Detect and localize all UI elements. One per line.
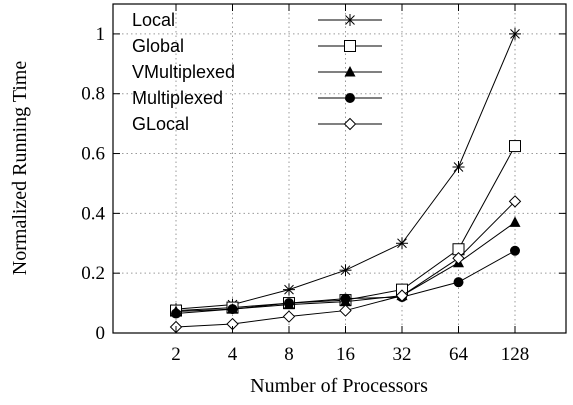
legend: Local Global VMultiplexed Multiplexed GLocal <box>132 10 382 134</box>
data-point-multiplexed <box>453 277 464 288</box>
legend-marker-vmultiplexed <box>344 66 356 77</box>
x-tick-label: 8 <box>284 344 294 365</box>
y-tick-label: 0.4 <box>81 203 105 224</box>
x-tick-label: 2 <box>171 344 181 365</box>
legend-label-local: Local <box>132 10 175 30</box>
data-point-glocal <box>508 195 522 208</box>
x-tick-label: 16 <box>336 344 355 365</box>
y-tick-label: 0 <box>96 323 106 344</box>
data-point-local <box>452 161 465 174</box>
legend-marker-glocal <box>343 117 357 131</box>
data-point-glocal <box>339 304 352 317</box>
data-point-multiplexed <box>510 245 520 256</box>
legend-entry-global: Global <box>132 36 382 56</box>
y-tick-label: 1 <box>96 24 106 45</box>
legend-marker-global <box>344 40 356 52</box>
y-tick-label: 0.2 <box>81 263 105 284</box>
x-tick-label: 4 <box>228 344 238 365</box>
series-multiplexed <box>171 245 520 319</box>
data-point-multiplexed <box>340 293 351 304</box>
data-point-multiplexed <box>284 298 294 309</box>
data-point-global <box>509 140 521 153</box>
grid <box>113 4 566 333</box>
legend-marker-local <box>344 14 356 26</box>
data-point-multiplexed <box>227 304 238 315</box>
data-point-local <box>283 283 295 296</box>
data-point-local <box>509 27 521 40</box>
legend-label-vmultiplexed: VMultiplexed <box>132 62 235 82</box>
data-point-glocal <box>452 252 465 265</box>
data-point-glocal <box>282 310 296 323</box>
x-tick-label: 32 <box>393 344 412 365</box>
data-point-multiplexed <box>171 308 181 319</box>
data-point-local <box>396 237 408 250</box>
y-tick-label: 0.6 <box>81 144 105 165</box>
y-axis-title: Normalized Running Time <box>9 61 31 276</box>
legend-entry-multiplexed: Multiplexed <box>132 88 382 108</box>
series-glocal <box>169 195 522 334</box>
series-group <box>169 27 522 334</box>
legend-entry-local: Local <box>132 10 382 30</box>
legend-label-global: Global <box>132 36 184 56</box>
legend-entry-glocal: GLocal <box>132 114 382 134</box>
legend-marker-multiplexed <box>345 93 355 103</box>
legend-label-multiplexed: Multiplexed <box>132 88 223 108</box>
x-axis-title: Number of Processors <box>250 375 428 397</box>
x-tick-label: 128 <box>501 344 530 365</box>
ticks: 0 0.2 0.4 0.6 0.8 1 2 4 8 16 32 64 128 <box>81 4 566 365</box>
data-point-vmultiplexed <box>509 216 521 227</box>
data-point-local <box>339 264 352 277</box>
legend-entry-vmultiplexed: VMultiplexed <box>132 62 382 82</box>
y-tick-label: 0.8 <box>81 84 105 105</box>
data-point-glocal <box>395 289 409 302</box>
legend-label-glocal: GLocal <box>132 114 189 134</box>
plot-frame <box>112 3 567 334</box>
x-tick-label: 64 <box>449 344 469 365</box>
